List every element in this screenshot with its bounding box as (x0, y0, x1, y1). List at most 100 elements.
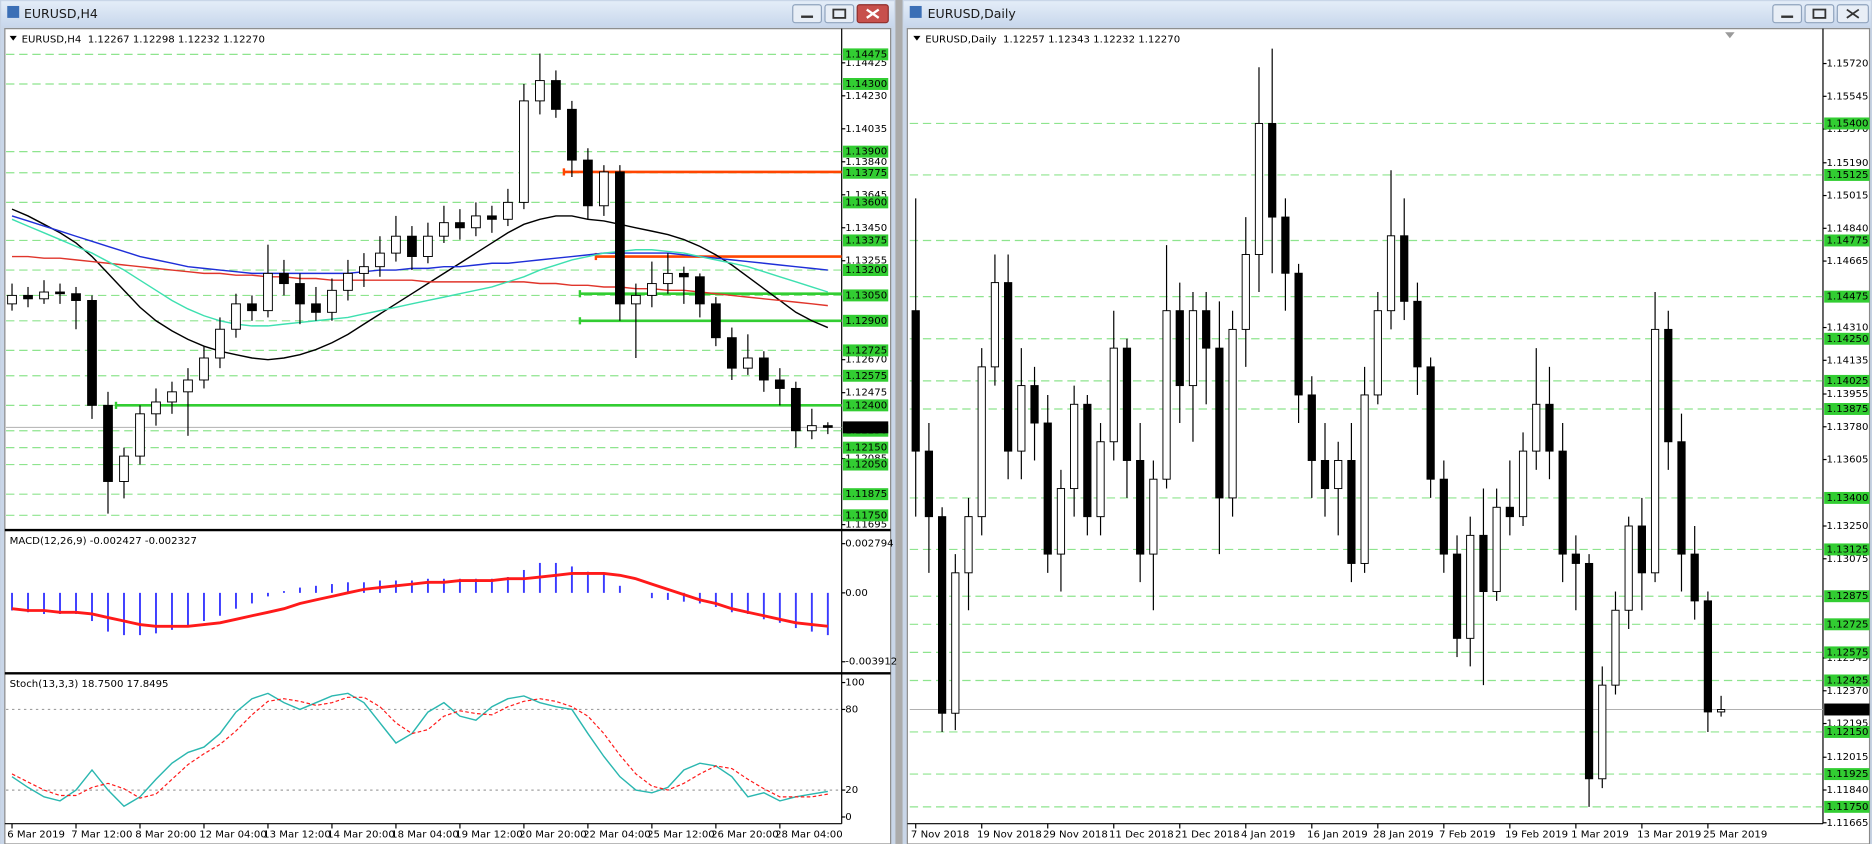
candle-body (1017, 385, 1026, 452)
level-label-box (1824, 332, 1870, 345)
candle-body (1004, 282, 1013, 452)
candle-body (822, 425, 833, 428)
candle-body (1175, 310, 1184, 387)
x-tick-label: 29 Nov 2018 (1043, 829, 1108, 840)
close-icon (1846, 8, 1860, 19)
indicator-header: MACD(12,26,9) -0.002427 -0.002327 (10, 536, 197, 547)
level-label: 1.13375 (845, 235, 887, 246)
candle-body (279, 272, 289, 285)
candle-body (1518, 450, 1528, 518)
candle-body (1690, 553, 1699, 602)
minimize-button[interactable] (792, 4, 822, 24)
candle-body (1650, 328, 1660, 574)
candle-body (215, 328, 225, 359)
candle-body (1334, 459, 1343, 490)
candle-body (924, 450, 934, 518)
x-tick-label: 7 Nov 2018 (911, 829, 969, 840)
candle-body (199, 357, 209, 381)
candle-body (1320, 459, 1330, 490)
candle-body (964, 516, 973, 574)
x-tick-label: 19 Nov 2018 (977, 829, 1042, 840)
candle-body (1307, 394, 1316, 461)
y-tick-label: 1.12475 (845, 388, 887, 399)
indicator-line (11, 696, 828, 799)
level-label-box (842, 264, 889, 277)
candle-body (1637, 525, 1646, 574)
x-tick-label: 13 Mar 12:00 (263, 829, 331, 840)
candle-body (23, 294, 33, 300)
level-label: 1.14025 (1827, 376, 1869, 387)
x-tick-label: 18 Mar 04:00 (391, 829, 459, 840)
level-label: 1.12425 (1827, 675, 1869, 686)
y-tick-label: 0.00 (845, 588, 868, 599)
candle-body (1479, 534, 1488, 593)
level-label: 1.12725 (845, 345, 887, 356)
candle-body (519, 100, 529, 203)
candle-body (55, 291, 65, 295)
x-tick-label: 26 Mar 20:00 (711, 829, 779, 840)
x-tick-label: 20 Mar 20:00 (519, 829, 587, 840)
level-label-box (1824, 618, 1870, 631)
candle-body (647, 283, 657, 296)
restore-button[interactable] (824, 4, 855, 24)
dropdown-arrow (9, 35, 17, 41)
candle-body (535, 80, 545, 102)
candle-body (1109, 347, 1118, 443)
candle-body (1030, 385, 1039, 424)
level-label-box (1824, 590, 1870, 603)
candle-body (1122, 347, 1132, 461)
level-label-box (1824, 674, 1870, 687)
candle-body (1360, 394, 1369, 564)
level-label: 1.12575 (845, 371, 887, 382)
candle-body (631, 294, 641, 305)
x-tick-label: 28 Mar 04:00 (775, 829, 843, 840)
x-tick-label: 7 Feb 2019 (1439, 829, 1496, 840)
y-tick-label: 1.13840 (845, 157, 887, 168)
candle-body (1083, 403, 1092, 518)
level-label-box (842, 441, 889, 454)
level-label-box (1824, 234, 1870, 247)
candle-body (1545, 403, 1554, 452)
y-tick-label: 1.14135 (1827, 355, 1869, 366)
level-label: 1.13900 (845, 147, 887, 158)
x-tick-label: 14 Mar 20:00 (327, 829, 395, 840)
level-label-box (1824, 800, 1870, 813)
candle-body (359, 266, 369, 274)
window-buttons[interactable] (1772, 4, 1869, 24)
level-label-box (1824, 725, 1870, 738)
candle-body (503, 201, 513, 220)
indicator-line (11, 572, 828, 628)
level-label: 1.13600 (845, 197, 887, 208)
y-tick-label: 1.14840 (1827, 223, 1869, 234)
level-label-box (842, 344, 889, 357)
level-label: 1.12575 (1827, 647, 1869, 658)
y-tick-label: -0.003912 (845, 657, 897, 668)
level-label: 1.13125 (1827, 544, 1869, 555)
restore-button[interactable] (1804, 4, 1835, 24)
y-tick-label: 1.13255 (845, 256, 887, 267)
level-label-box (842, 196, 889, 209)
level-label: 1.12400 (845, 400, 887, 411)
candle-body (1664, 328, 1673, 443)
y-tick-label: 1.13955 (1827, 389, 1869, 400)
candle-body (135, 413, 145, 457)
candle-body (567, 108, 577, 161)
level-label-box (1824, 117, 1870, 130)
level-label-box (842, 509, 889, 522)
indicator-line (12, 255, 828, 307)
minimize-button[interactable] (1772, 4, 1803, 24)
level-label-box (842, 314, 889, 327)
candle-body (694, 276, 705, 305)
restore-icon (832, 8, 847, 19)
level-label: 1.15400 (1827, 118, 1869, 129)
x-tick-label: 19 Mar 12:00 (455, 829, 523, 840)
candle-body (678, 272, 689, 278)
close-icon (866, 8, 880, 19)
candle-body (1716, 709, 1726, 713)
y-tick-label: 1.13075 (1827, 554, 1869, 565)
window-buttons[interactable] (792, 4, 889, 24)
level-label-box (842, 369, 889, 382)
y-tick-label: 1.15370 (1827, 124, 1869, 135)
candle-body (231, 303, 241, 330)
